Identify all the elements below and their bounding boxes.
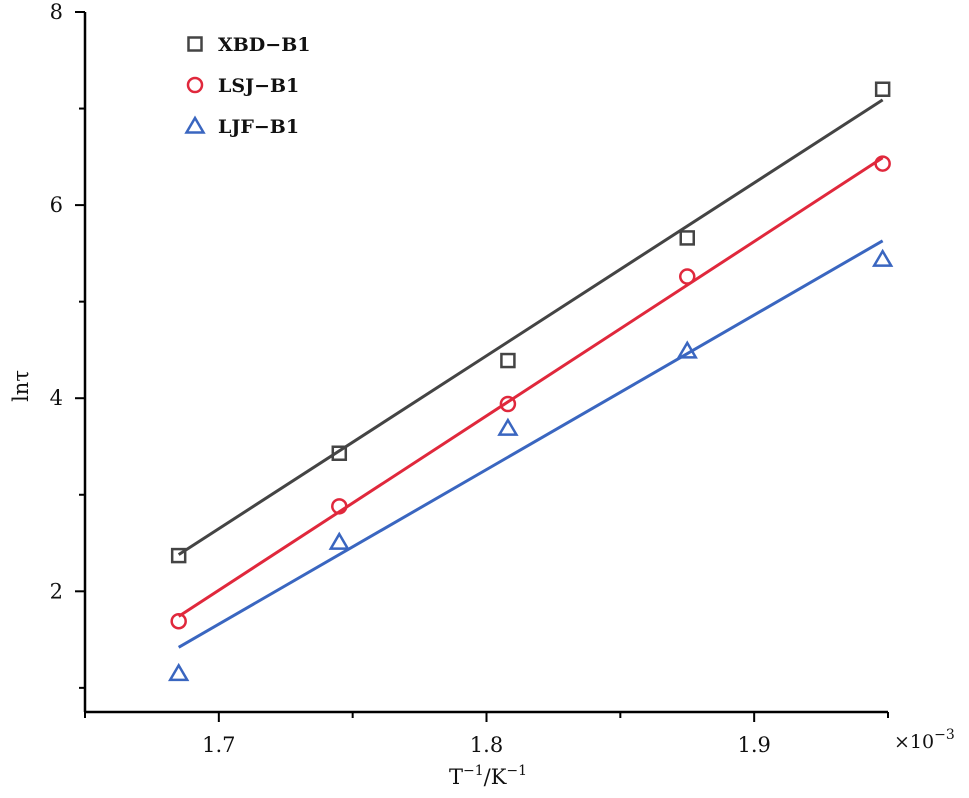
data-point-series-1-4 [874, 155, 891, 172]
y-tick-label-1: 4 [50, 386, 63, 410]
data-point-series-0-1 [331, 445, 348, 461]
data-point-series-0-4 [874, 81, 891, 97]
data-point-series-2-2 [497, 417, 519, 436]
data-point-series-0-2 [500, 352, 516, 369]
fit-line-series-1 [177, 156, 884, 618]
data-point-series-1-2 [499, 395, 517, 413]
legend: XBD−B1 LSJ−B1 LJF−B1 [184, 34, 310, 138]
data-point-series-1-3 [679, 268, 696, 285]
data-point-series-0-3 [679, 230, 695, 246]
y-tick-label-3: 8 [50, 0, 63, 24]
data-point-series-1-1 [331, 498, 348, 515]
fit-line-series-2 [177, 239, 884, 649]
x-axis-label-exp2: −1 [506, 763, 527, 779]
legend-marker-2 [184, 115, 206, 134]
y-axis-label: lnτ [9, 370, 33, 402]
x-axis-label-unit: /K [484, 765, 507, 789]
axes: 1.7 1.8 1.9 2 4 6 8 [50, 0, 889, 757]
data-point-series-2-3 [676, 340, 698, 359]
data-point-series-0-0 [170, 547, 187, 564]
legend-marker-1 [186, 76, 204, 94]
x-tick-label-1: 1.8 [470, 733, 503, 757]
legend-label-1: LSJ−B1 [218, 75, 299, 97]
fit-line-series-0 [177, 98, 884, 556]
legend-label-0: XBD−B1 [218, 34, 310, 56]
x-axis-label-base: T [449, 765, 463, 789]
legend-label-2: LJF−B1 [218, 116, 299, 138]
x-axis-multiplier: ×10−3 [894, 727, 955, 753]
x-tick-label-2: 1.9 [737, 733, 770, 757]
y-tick-label-2: 6 [50, 193, 63, 217]
x-axis-label: T−1/K−1 [449, 763, 527, 789]
x-axis-label-exp1: −1 [463, 763, 484, 779]
data-point-series-2-4 [871, 248, 894, 267]
markers [168, 81, 894, 682]
x-tick-label-0: 1.7 [202, 733, 235, 757]
x-axis-multiplier-base: ×10 [894, 731, 934, 753]
legend-marker-0 [187, 36, 203, 52]
data-point-series-2-1 [328, 531, 350, 550]
fit-lines [177, 98, 884, 649]
y-tick-label-0: 2 [50, 579, 63, 603]
x-axis-multiplier-exp: −3 [934, 727, 955, 743]
data-point-series-2-0 [168, 662, 190, 682]
data-point-series-1-0 [170, 612, 187, 630]
